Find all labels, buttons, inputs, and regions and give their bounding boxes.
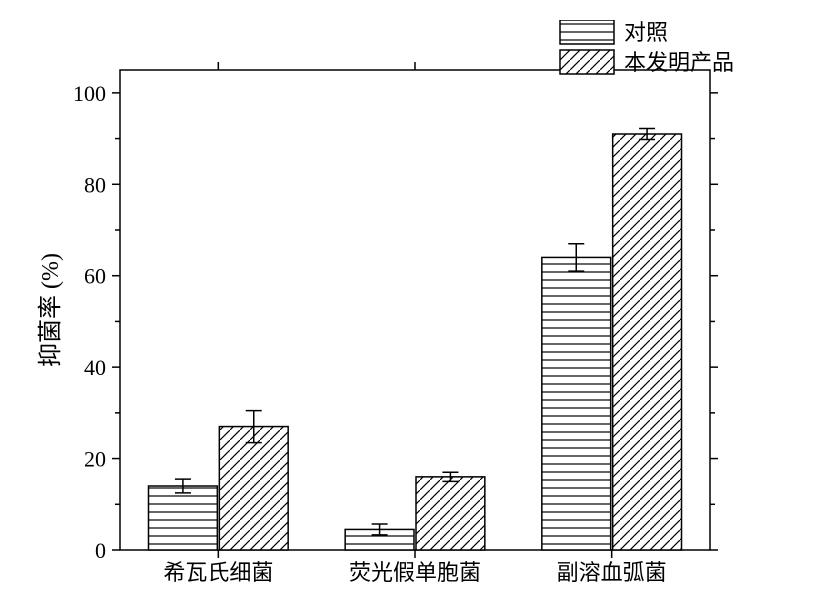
bar [219, 427, 288, 550]
ytick-label: 100 [73, 81, 106, 106]
y-axis-label: 抑菌率 (%) [37, 253, 64, 367]
ytick-label: 0 [95, 538, 106, 563]
bar [542, 257, 611, 550]
legend-label: 对照 [624, 20, 668, 45]
bar [613, 134, 682, 550]
ytick-label: 80 [84, 172, 106, 197]
bar-chart: 0 20 40 60 80 100 抑菌率 (%) 希瓦氏细菌 荧光假单胞菌 副溶血弧菌 对照本发明… [20, 20, 800, 600]
ytick-label: 60 [84, 264, 106, 289]
legend-swatch [560, 50, 614, 74]
ytick-label: 20 [84, 447, 106, 472]
legend-label: 本发明产品 [624, 50, 734, 75]
xtick-label: 副溶血弧菌 [557, 560, 667, 585]
xtick-label: 希瓦氏细菌 [163, 560, 273, 585]
bar [149, 486, 218, 550]
legend-swatch [560, 20, 614, 44]
xtick-label: 荧光假单胞菌 [349, 560, 481, 585]
chart-svg: 0 20 40 60 80 100 抑菌率 (%) 希瓦氏细菌 荧光假单胞菌 副溶血弧菌 对照本发明… [20, 20, 800, 600]
ytick-label: 40 [84, 355, 106, 380]
bar [416, 477, 485, 550]
